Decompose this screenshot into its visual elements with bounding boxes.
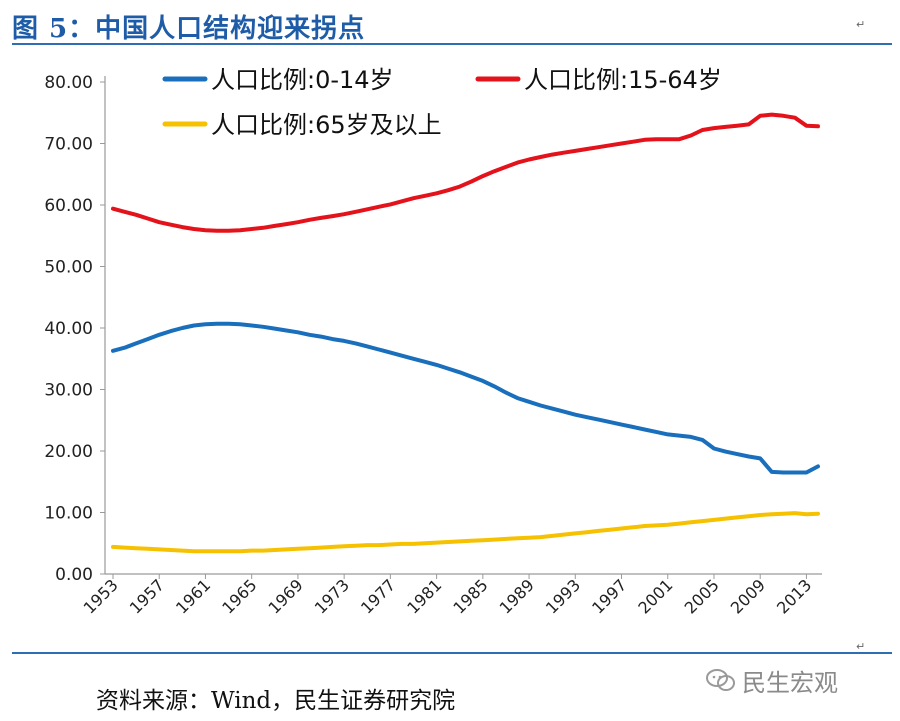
line-chart: 0.00 10.00 20.00 30.00 40.00 50.00 60.00 70.00 8…: [44, 66, 822, 618]
legend-label-2: 人口比例:65岁及以上: [211, 111, 442, 139]
chat-bubble-icon: [706, 668, 735, 691]
legend-label-1: 人口比例:15-64岁: [524, 66, 722, 94]
y-tick-label: 70.00: [44, 135, 93, 155]
y-tick-label: 10.00: [44, 504, 93, 524]
y-tick-label: 50.00: [44, 258, 93, 278]
x-tick-label: 2005: [681, 575, 723, 617]
watermark: 民生宏观: [706, 663, 838, 698]
figure-title: 图 5：中国人口结构迎来拐点: [12, 14, 366, 44]
x-tick-label: 1985: [449, 575, 491, 617]
x-tick-label: 1977: [357, 575, 399, 617]
series-line-0: [111, 321, 820, 475]
legend-label-0: 人口比例:0-14岁: [211, 66, 394, 94]
x-tick-label: 1957: [126, 575, 168, 617]
chart-axes: [104, 76, 822, 575]
y-tick-label: 60.00: [44, 196, 93, 216]
x-tick-label: 1997: [588, 575, 630, 617]
y-tick-label: 0.00: [55, 565, 93, 585]
bottom-rule: [12, 652, 892, 654]
y-axis-ticks: 0.00 10.00 20.00 30.00 40.00 50.00 60.00 70.00 8…: [44, 73, 105, 585]
x-tick-label: 1981: [403, 575, 445, 617]
x-tick-label: 1989: [496, 575, 538, 617]
series-group: [111, 112, 820, 554]
y-tick-label: 30.00: [44, 381, 93, 401]
x-tick-label: 1961: [172, 575, 214, 617]
x-tick-label: 1965: [218, 575, 260, 617]
y-tick-label: 40.00: [44, 319, 93, 339]
x-tick-label: 2001: [634, 575, 676, 617]
source-note: 资料来源：Wind，民生证券研究院: [96, 688, 456, 714]
title-rule: [12, 43, 892, 45]
series-line-2: [111, 511, 820, 554]
y-tick-label: 20.00: [44, 442, 93, 462]
x-tick-label: 2009: [727, 575, 769, 617]
series-line-1: [111, 112, 820, 233]
y-tick-label: 80.00: [44, 73, 93, 93]
return-mark: ↵: [856, 18, 866, 31]
watermark-text: 民生宏观: [742, 669, 838, 697]
x-tick-label: 1973: [311, 575, 353, 617]
x-axis-ticks: 1953 1957 1961 1965 1969 1973 1977 1981 1985 1989…: [80, 574, 815, 618]
x-tick-label: 2013: [773, 575, 815, 617]
x-tick-label: 1993: [542, 575, 584, 617]
x-tick-label: 1969: [265, 575, 307, 617]
return-mark-2: ↵: [856, 640, 866, 653]
